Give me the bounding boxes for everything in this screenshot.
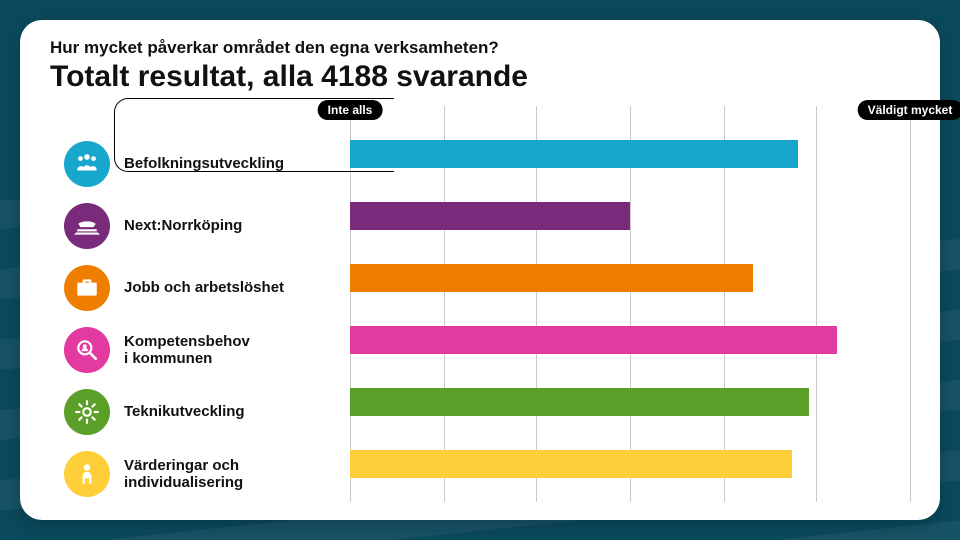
chart-row: Kompetensbehov i kommunen	[50, 326, 350, 374]
chart-bar	[350, 140, 798, 168]
chart-row-label: Värderingar och individualisering	[124, 457, 324, 492]
chart-bar-row	[350, 140, 910, 188]
person-icon	[64, 451, 110, 497]
chart-bar-row	[350, 326, 910, 374]
chart-bar	[350, 450, 792, 478]
chart-row: Jobb och arbetslöshet	[50, 264, 350, 312]
chart-bar-row	[350, 202, 910, 250]
chart-row: Teknikutveckling	[50, 388, 350, 436]
chart-bar	[350, 388, 809, 416]
briefcase-icon	[64, 265, 110, 311]
chart-bar	[350, 326, 837, 354]
magnify-person-icon	[64, 327, 110, 373]
chart-row-label: Teknikutveckling	[124, 403, 245, 420]
scale-label-right: Väldigt mycket	[858, 100, 960, 120]
chart-row-label: Kompetensbehov i kommunen	[124, 333, 324, 368]
chart-row-label: Jobb och arbetslöshet	[124, 279, 284, 296]
chart-bars-column: Inte alls Väldigt mycket	[350, 106, 910, 502]
card-subtitle: Hur mycket påverkar området den egna ver…	[50, 38, 910, 58]
scale-label-left: Inte alls	[318, 100, 383, 120]
grid-line	[910, 106, 911, 502]
train-icon	[64, 203, 110, 249]
chart: Befolkningsutveckling Next:Norrköping Jo…	[50, 106, 910, 502]
gear-icon	[64, 389, 110, 435]
chart-row-label: Next:Norrköping	[124, 217, 242, 234]
result-card: Hur mycket påverkar området den egna ver…	[20, 20, 940, 520]
chart-bar-row	[350, 450, 910, 498]
chart-bar-row	[350, 264, 910, 312]
chart-bar-row	[350, 388, 910, 436]
chart-row: Next:Norrköping	[50, 202, 350, 250]
people-icon	[64, 141, 110, 187]
chart-bar	[350, 264, 753, 292]
card-title: Totalt resultat, alla 4188 svarande	[50, 60, 910, 94]
chart-row: Värderingar och individualisering	[50, 450, 350, 498]
chart-bar	[350, 202, 630, 230]
